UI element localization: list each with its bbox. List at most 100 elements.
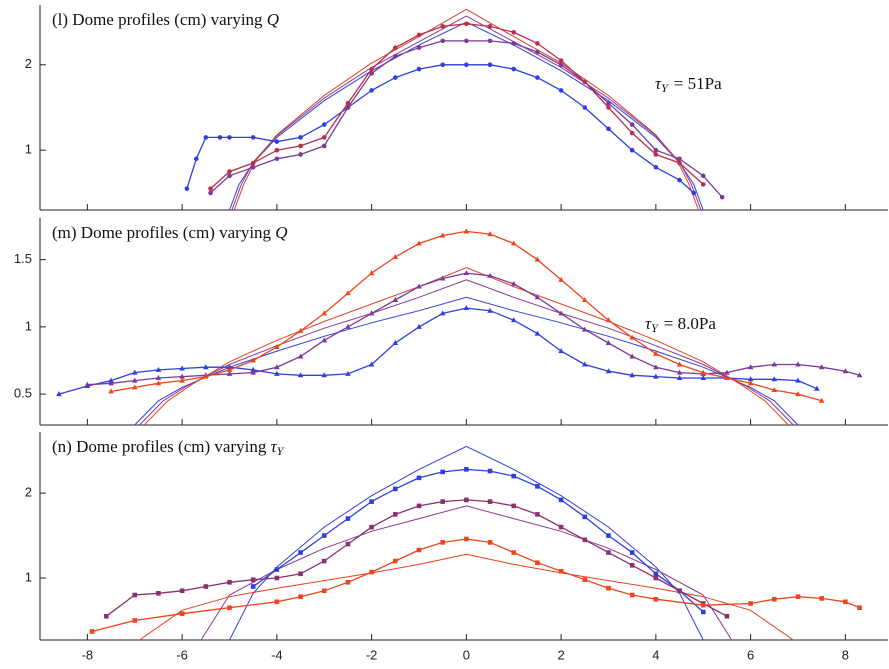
data-point: [487, 38, 493, 44]
data-point: [393, 53, 398, 59]
data-point: [369, 499, 374, 504]
data-point: [795, 594, 801, 600]
data-point: [108, 380, 114, 386]
data-point: [179, 588, 185, 594]
data-point: [535, 484, 540, 489]
data-point: [747, 380, 754, 386]
data-point: [217, 135, 223, 140]
data-point: [700, 602, 706, 608]
data-point: [487, 231, 493, 237]
data-point: [274, 139, 280, 144]
data-point: [131, 369, 138, 375]
data-point: [653, 164, 659, 170]
data-point: [250, 160, 256, 166]
plot-area: [56, 228, 863, 425]
data-line: [105, 499, 728, 617]
data-point: [179, 611, 185, 616]
data-point: [440, 499, 445, 504]
x-tick-label: -2: [366, 647, 378, 662]
y-tick-label: 1: [25, 569, 32, 584]
data-point: [203, 364, 209, 370]
data-point: [464, 62, 469, 68]
title-symbol: Q: [275, 223, 287, 242]
data-point: [558, 497, 564, 503]
data-point: [606, 550, 611, 555]
data-point: [393, 512, 398, 517]
data-point: [605, 368, 612, 374]
data-point: [416, 503, 422, 509]
data-point: [535, 49, 540, 55]
data-point: [771, 387, 778, 393]
data-point: [677, 177, 682, 183]
data-point: [534, 330, 541, 336]
y-tick-label: 0.5: [14, 386, 32, 401]
data-point: [297, 353, 304, 359]
data-point: [250, 357, 256, 363]
data-point: [629, 353, 635, 359]
y-tick-label: 2: [25, 56, 32, 71]
data-point: [558, 62, 564, 68]
data-point: [416, 475, 422, 481]
data-point: [795, 391, 801, 397]
title-text: (l) Dome profiles (cm) varying: [52, 10, 263, 29]
data-point: [321, 588, 327, 594]
data-point: [393, 486, 398, 492]
data-point: [321, 310, 328, 316]
data-point: [464, 497, 469, 503]
data-point: [487, 540, 493, 545]
title-text: (m) Dome profiles (cm) varying: [52, 223, 272, 242]
data-point: [226, 366, 233, 372]
data-point: [510, 317, 517, 323]
plot-area: [184, 8, 725, 210]
data-point: [719, 194, 725, 200]
data-line: [87, 272, 860, 386]
data-line: [186, 64, 695, 194]
data-point: [814, 385, 820, 391]
data-point: [392, 253, 399, 259]
data-point: [156, 591, 161, 596]
data-point: [250, 366, 256, 372]
data-point: [511, 41, 517, 46]
data-point: [487, 272, 493, 278]
plot-area: [89, 445, 862, 640]
title-symbol-sub: Y: [277, 444, 285, 458]
data-point: [440, 62, 445, 68]
annotation-symbol: τ: [645, 314, 652, 333]
data-point: [511, 30, 517, 35]
title-symbol: τ: [271, 437, 278, 456]
data-point: [606, 533, 611, 538]
data-point: [677, 160, 682, 166]
data-point: [155, 380, 162, 386]
data-point: [700, 609, 706, 615]
data-point: [132, 592, 138, 598]
data-point: [487, 24, 493, 29]
data-point: [676, 369, 683, 375]
data-point: [606, 105, 611, 110]
title-text: (n) Dome profiles (cm) varying: [52, 437, 267, 456]
model-curve: [200, 505, 733, 640]
data-point: [132, 618, 138, 623]
data-point: [298, 152, 303, 157]
data-point: [298, 135, 303, 140]
data-point: [629, 372, 635, 378]
data-point: [629, 130, 635, 136]
model-curve: [229, 21, 704, 210]
data-point: [321, 533, 327, 538]
data-point: [771, 376, 778, 382]
data-point: [463, 305, 470, 311]
data-point: [369, 66, 374, 72]
data-point: [250, 577, 256, 583]
data-point: [818, 364, 825, 370]
data-point: [439, 310, 446, 316]
data-point: [629, 550, 635, 555]
data-point: [605, 340, 612, 346]
data-point: [298, 143, 303, 149]
data-point: [416, 66, 422, 72]
data-point: [677, 588, 682, 594]
data-point: [819, 596, 824, 601]
data-point: [440, 24, 445, 29]
data-point: [606, 126, 611, 132]
data-point: [724, 374, 730, 380]
data-point: [369, 71, 374, 76]
data-point: [108, 377, 114, 383]
